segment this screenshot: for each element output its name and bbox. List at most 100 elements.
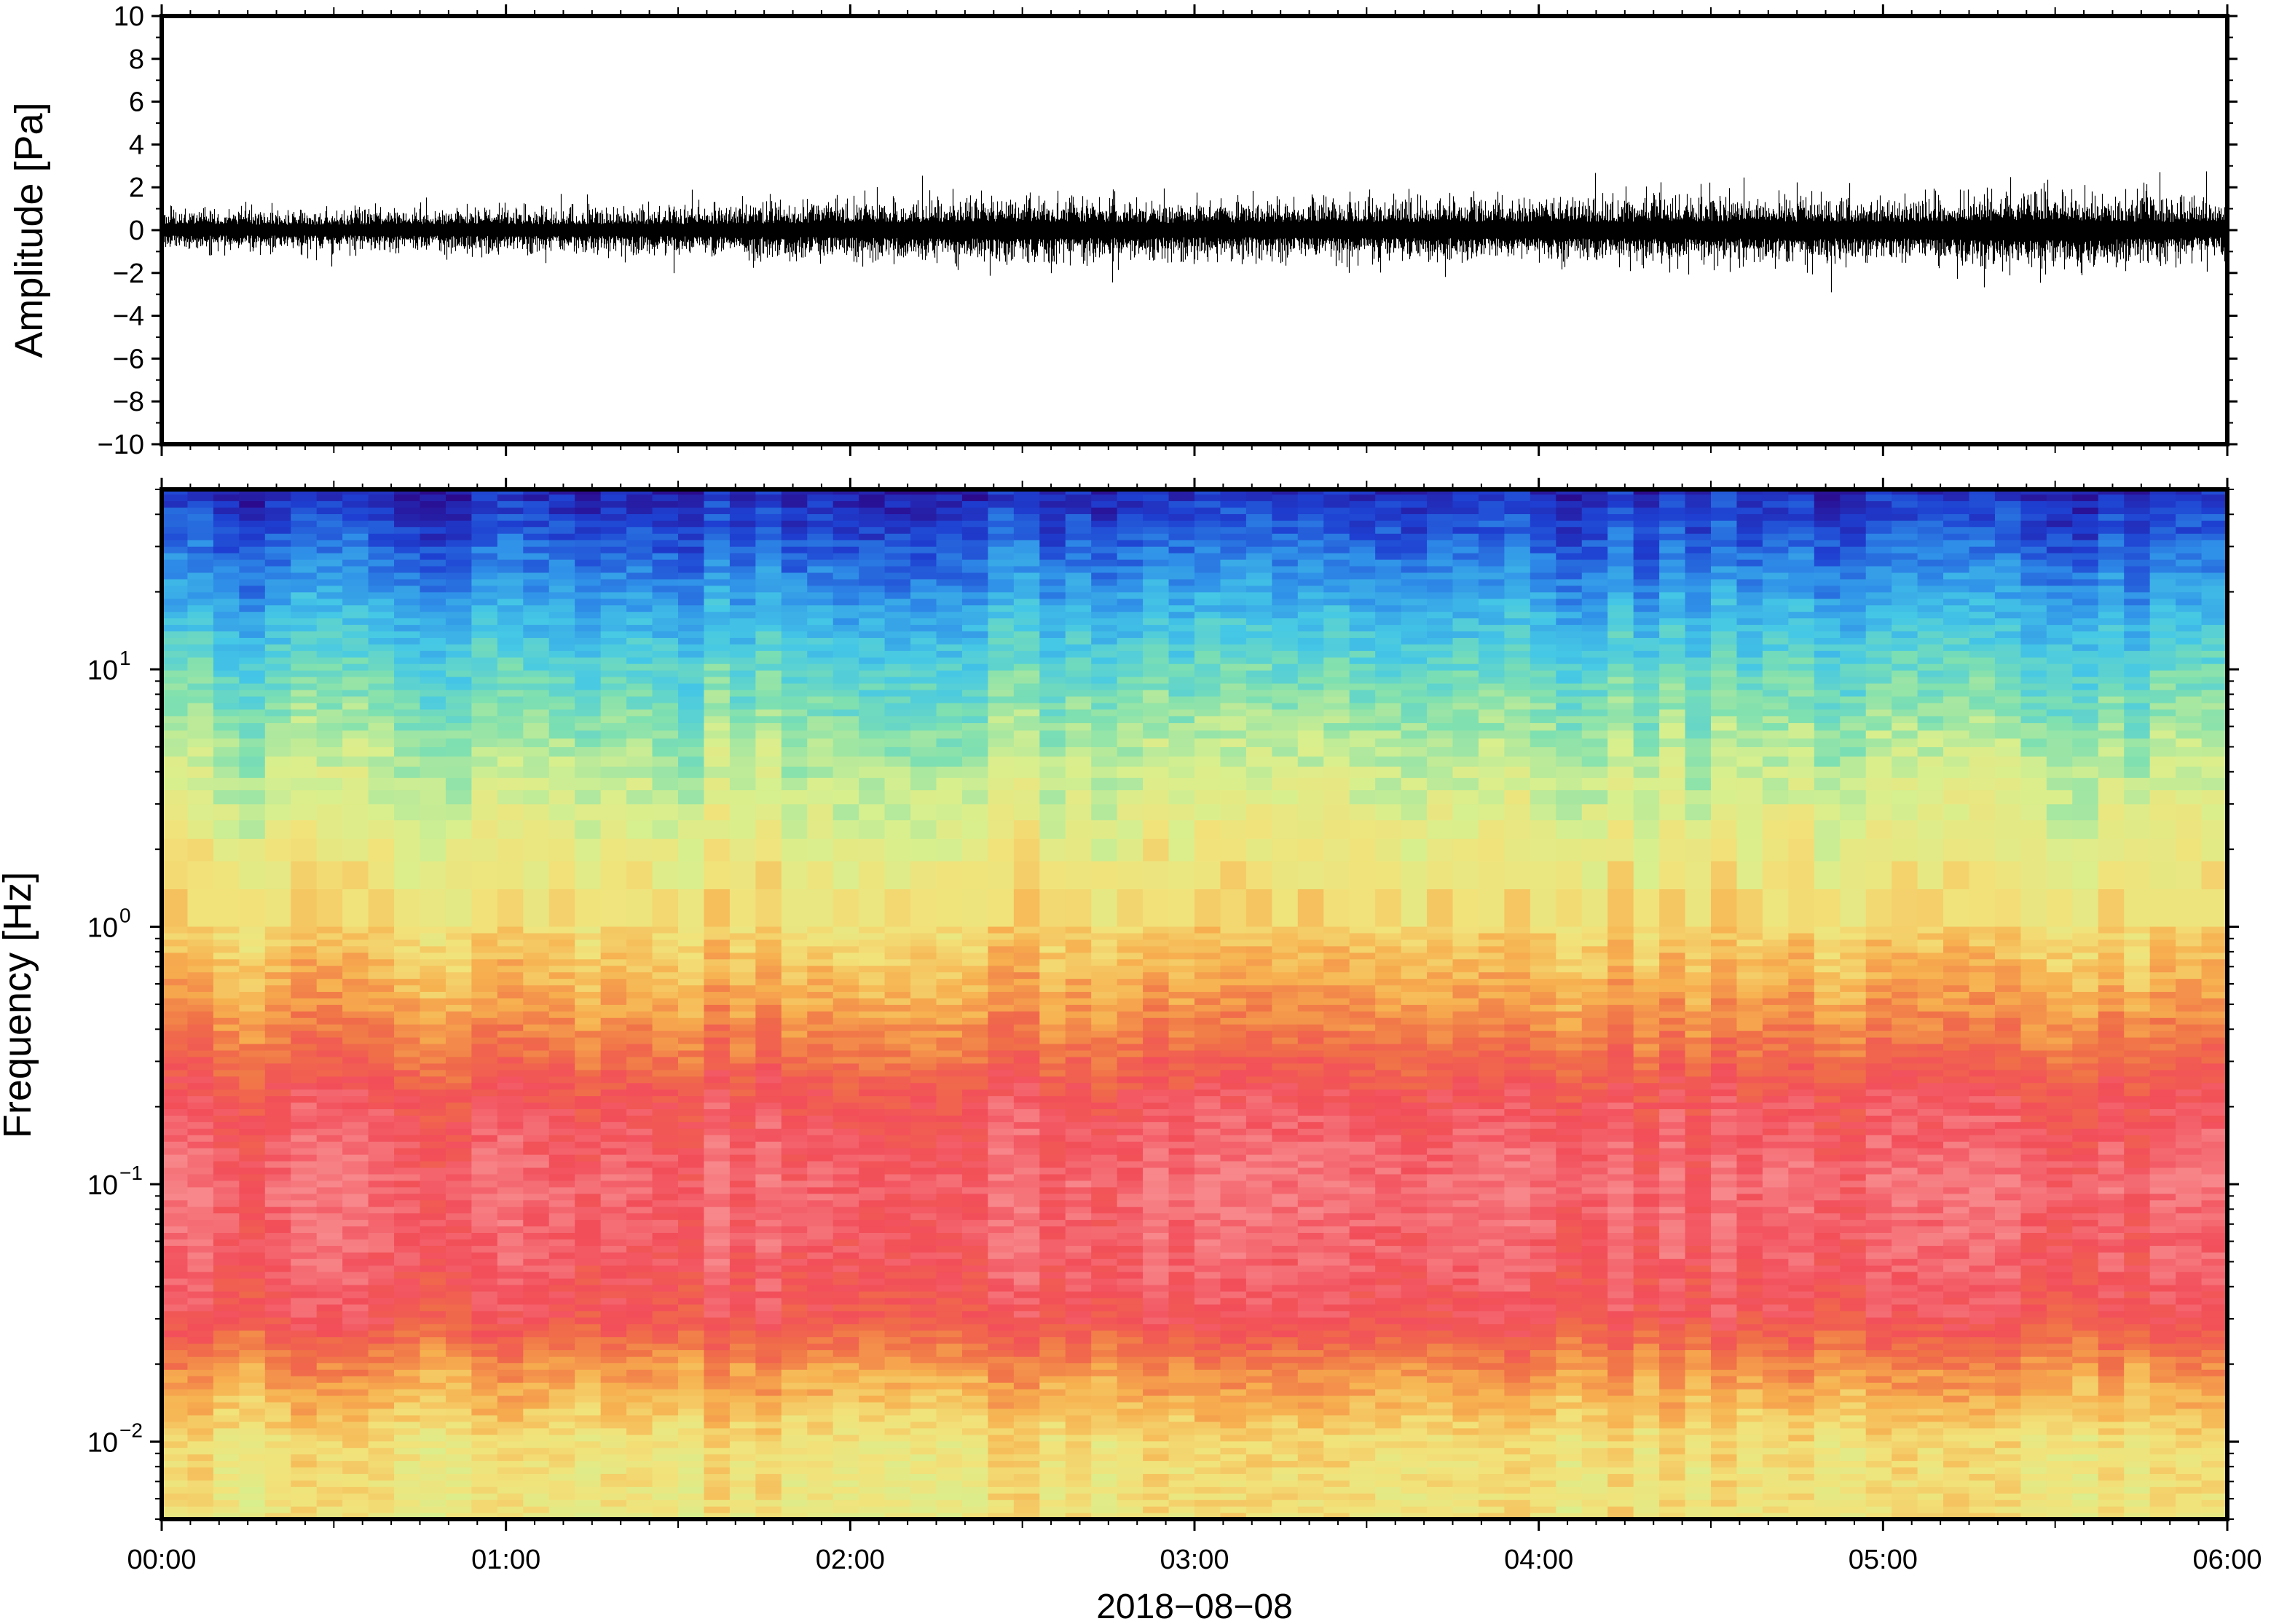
spectrogram-cell xyxy=(420,1480,446,1487)
spectrogram-cell xyxy=(548,527,575,534)
spectrogram-cell xyxy=(394,1095,421,1103)
spectrogram-cell xyxy=(394,1232,421,1239)
spectrogram-cell xyxy=(471,860,498,890)
spectrogram-cell xyxy=(704,1467,731,1474)
spectrogram-cell xyxy=(884,1454,911,1462)
spectrogram-cell xyxy=(239,1454,266,1462)
spectrogram-cell xyxy=(316,1108,343,1116)
spectrogram-cell xyxy=(445,565,472,573)
spectrogram-cell xyxy=(600,1395,627,1403)
spectrogram-cell xyxy=(600,958,627,966)
spectrogram-cell xyxy=(264,738,291,747)
spectrogram-cell xyxy=(859,572,886,580)
spectrogram-cell xyxy=(600,926,627,934)
spectrogram-cell xyxy=(961,1063,988,1071)
spectrogram-cell xyxy=(884,1473,911,1481)
spectrogram-cell xyxy=(936,1089,963,1097)
spectrogram-cell xyxy=(910,838,937,862)
spectrogram-cell xyxy=(988,559,1015,567)
spectrogram-cell xyxy=(394,1401,421,1409)
spectrogram-cell xyxy=(833,860,859,890)
spectrogram-cell xyxy=(704,520,731,527)
spectrogram-cell xyxy=(264,585,291,593)
spectrogram-cell xyxy=(961,507,988,514)
spectrogram-cell xyxy=(213,709,240,717)
spectrogram-cell xyxy=(626,618,653,626)
spectrogram-cell xyxy=(342,1408,369,1416)
spectrogram-cell xyxy=(187,1265,214,1272)
spectrogram-cell xyxy=(264,631,291,638)
spectrogram-cell xyxy=(884,572,911,580)
spectrogram-cell xyxy=(626,1063,653,1071)
spectrogram-cell xyxy=(704,604,731,612)
spectrogram-cell xyxy=(652,1389,679,1396)
spectrogram-cell xyxy=(471,939,498,947)
spectrogram-cell xyxy=(187,939,214,947)
spectrogram-cell xyxy=(316,926,343,934)
spectrogram-cell xyxy=(755,1049,782,1057)
spectrogram-cell xyxy=(548,1115,575,1122)
spectrogram-cell xyxy=(704,1030,731,1038)
spectrogram-cell xyxy=(600,520,627,527)
spectrogram-cell xyxy=(213,1219,240,1227)
spectrogram-cell xyxy=(936,1272,963,1279)
spectrogram-cell xyxy=(264,1330,291,1338)
spectrogram-cell xyxy=(729,1272,756,1279)
spectrogram-cell xyxy=(497,527,524,534)
spectrogram-cell xyxy=(239,971,266,979)
spectrogram-cell xyxy=(600,546,627,553)
spectrogram-cell xyxy=(264,546,291,553)
spectrogram-cell xyxy=(187,1421,214,1429)
spectrogram-cell xyxy=(316,1499,343,1507)
spectrogram-cell xyxy=(807,722,834,731)
spectrogram-cell xyxy=(936,682,963,690)
spectrogram-cell xyxy=(264,1213,291,1221)
spectrogram-cell xyxy=(162,1265,189,1272)
spectrogram-cell xyxy=(988,985,1015,993)
spectrogram-cell xyxy=(910,1506,937,1513)
spectrogram-cell xyxy=(445,1278,472,1285)
spectrogram-cell xyxy=(394,777,421,791)
spectrogram-cell xyxy=(316,604,343,612)
spectrogram-cell xyxy=(704,1069,731,1077)
spectrogram-cell xyxy=(988,611,1015,619)
spectrogram-cell xyxy=(368,500,395,508)
spectrogram-cell xyxy=(575,932,602,940)
spectrogram-cell xyxy=(652,838,679,862)
spectrogram-cell xyxy=(264,1095,291,1103)
spectrogram-cell xyxy=(187,1272,214,1279)
spectrogram-cell xyxy=(600,1265,627,1272)
spectrogram-cell xyxy=(575,1252,602,1259)
spectrogram-cell xyxy=(548,1401,575,1409)
spectrogram-cell xyxy=(961,1239,988,1246)
spectrogram-cell xyxy=(988,1213,1015,1221)
spectrogram-cell xyxy=(600,709,627,717)
spectrogram-cell xyxy=(988,1056,1015,1064)
spectrogram-cell xyxy=(833,1069,859,1077)
spectrogram-cell xyxy=(368,513,395,521)
spectrogram-cell xyxy=(884,1434,911,1442)
spectrogram-cell xyxy=(187,1056,214,1064)
spectrogram-cell xyxy=(471,1363,498,1370)
spectrogram-cell xyxy=(807,1408,834,1416)
spectrogram-cell xyxy=(833,1317,859,1325)
spectrogram-cell xyxy=(910,1467,937,1474)
spectrogram-cell xyxy=(523,1056,550,1064)
spectrogram-cell xyxy=(213,670,240,677)
spectrogram-cell xyxy=(833,1467,859,1474)
spectrogram-cell xyxy=(910,819,937,839)
spectrogram-cell xyxy=(264,709,291,717)
spectrogram-cell xyxy=(187,1213,214,1221)
spectrogram-cell xyxy=(575,1115,602,1122)
spectrogram-cell xyxy=(523,1167,550,1175)
spectrogram-cell xyxy=(162,789,189,805)
spectrogram-cell xyxy=(600,1356,627,1363)
spectrogram-cell xyxy=(239,1467,266,1474)
spectrogram-cell xyxy=(445,1024,472,1031)
spectrogram-cell xyxy=(420,494,446,502)
spectrogram-cell xyxy=(936,1199,963,1207)
spectrogram-cell xyxy=(600,494,627,502)
spectrogram-cell xyxy=(497,1440,524,1448)
spectrogram-cell xyxy=(213,1186,240,1194)
spectrogram-cell xyxy=(497,1290,524,1298)
